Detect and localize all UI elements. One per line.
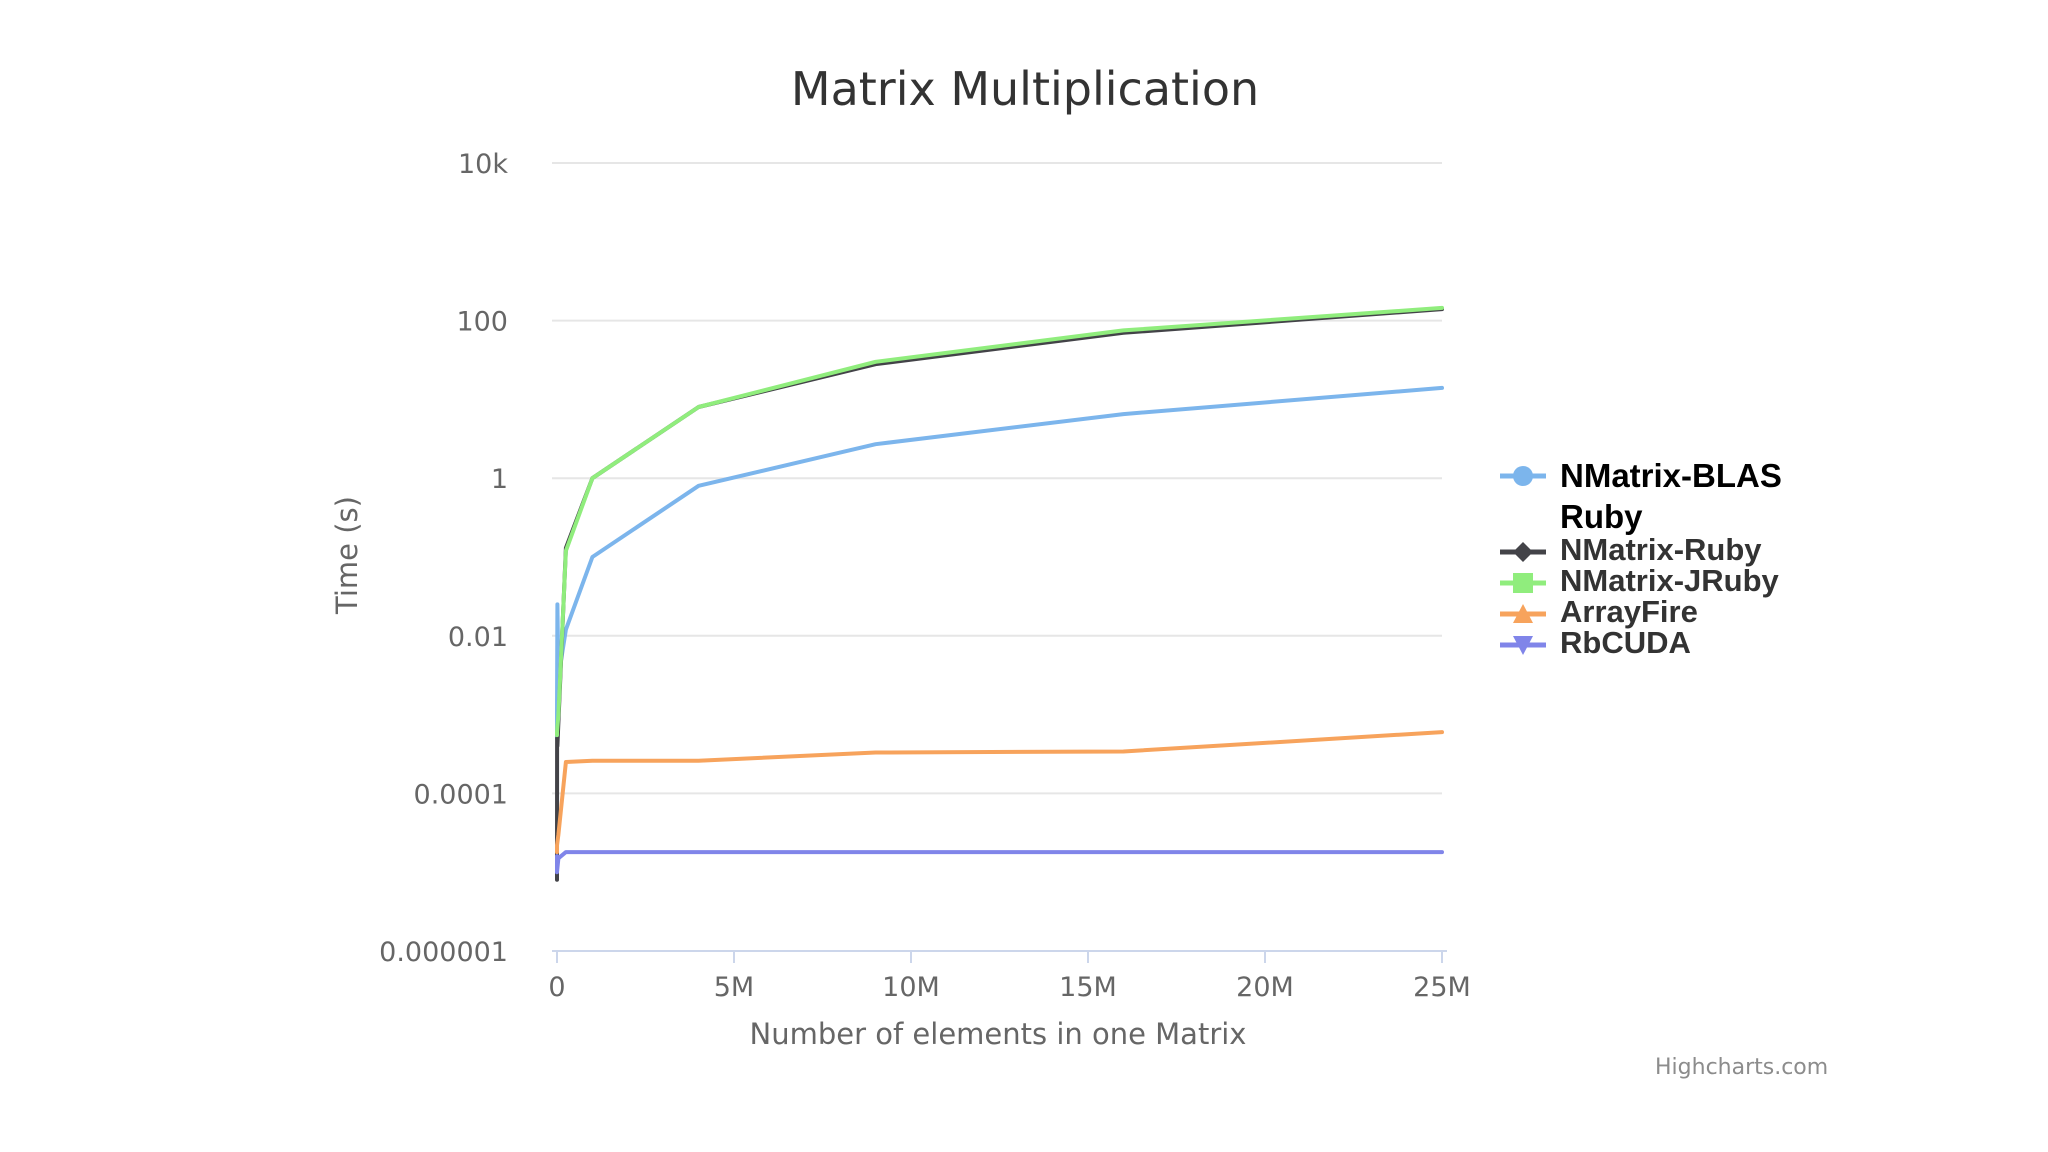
legend-label: NMatrix-JRuby (1560, 563, 1779, 598)
chart-title: Matrix Multiplication (791, 62, 1259, 116)
legend-swatch-diamond-icon (1500, 542, 1546, 562)
y-tick-label: 0.0001 (414, 779, 508, 810)
y-tick-label: 0.000001 (379, 937, 508, 968)
legend-item-arrayfire[interactable]: ArrayFire (1500, 593, 1860, 630)
y-axis-title: Time (s) (330, 496, 364, 615)
legend-label-continued: Ruby (1560, 498, 1643, 535)
legend-label: ArrayFire (1560, 594, 1698, 629)
x-axis-title: Number of elements in one Matrix (750, 1017, 1247, 1051)
y-tick-label: 10k (458, 149, 508, 180)
y-tick-label: 0.01 (448, 622, 508, 653)
series-line-nmatrix-blas-ruby (555, 385, 1444, 741)
legend-swatch-circle-icon (1500, 466, 1546, 486)
series-line-nmatrix-jruby (555, 305, 1444, 738)
legend-label: RbCUDA (1560, 625, 1691, 660)
axis-layer: 10k 100 1 0.01 0.0001 0.000001 0 5M 10M 15M 20M 25M (379, 149, 1471, 1003)
x-tick-label: 0 (548, 972, 565, 1003)
x-tick-label: 5M (714, 972, 754, 1003)
legend-item-nmatrix-jruby[interactable]: NMatrix-JRuby (1500, 562, 1860, 599)
y-tick-label: 100 (456, 307, 508, 338)
grid-layer (552, 162, 1442, 952)
highcharts-credit-link[interactable]: Highcharts.com (1655, 1055, 1829, 1080)
legend-label: NMatrix-BLAS (1560, 457, 1782, 494)
legend-swatch-triangle-down-icon (1500, 636, 1546, 655)
legend-swatch-square-icon (1500, 573, 1546, 593)
legend-swatch-triangle-icon (1500, 604, 1546, 623)
legend-item-nmatrix-ruby[interactable]: NMatrix-Ruby (1500, 531, 1860, 568)
x-tick-label: 10M (882, 972, 940, 1003)
legend-item-nmatrix-blas-ruby[interactable]: NMatrix-BLAS Ruby (1500, 455, 1860, 537)
series-line-rbcuda (555, 850, 1444, 875)
y-tick-label: 1 (491, 464, 508, 495)
chart-legend: NMatrix-BLAS Ruby NMatrix-Ruby NMatrix-J… (1500, 455, 1860, 661)
x-tick-label: 25M (1413, 972, 1471, 1003)
legend-label: NMatrix-Ruby (1560, 532, 1762, 567)
legend-item-rbcuda[interactable]: RbCUDA (1500, 624, 1860, 661)
series-layer (555, 305, 1444, 882)
x-tick-label: 15M (1059, 972, 1117, 1003)
x-tick-label: 20M (1236, 972, 1294, 1003)
series-line-arrayfire (555, 730, 1444, 855)
